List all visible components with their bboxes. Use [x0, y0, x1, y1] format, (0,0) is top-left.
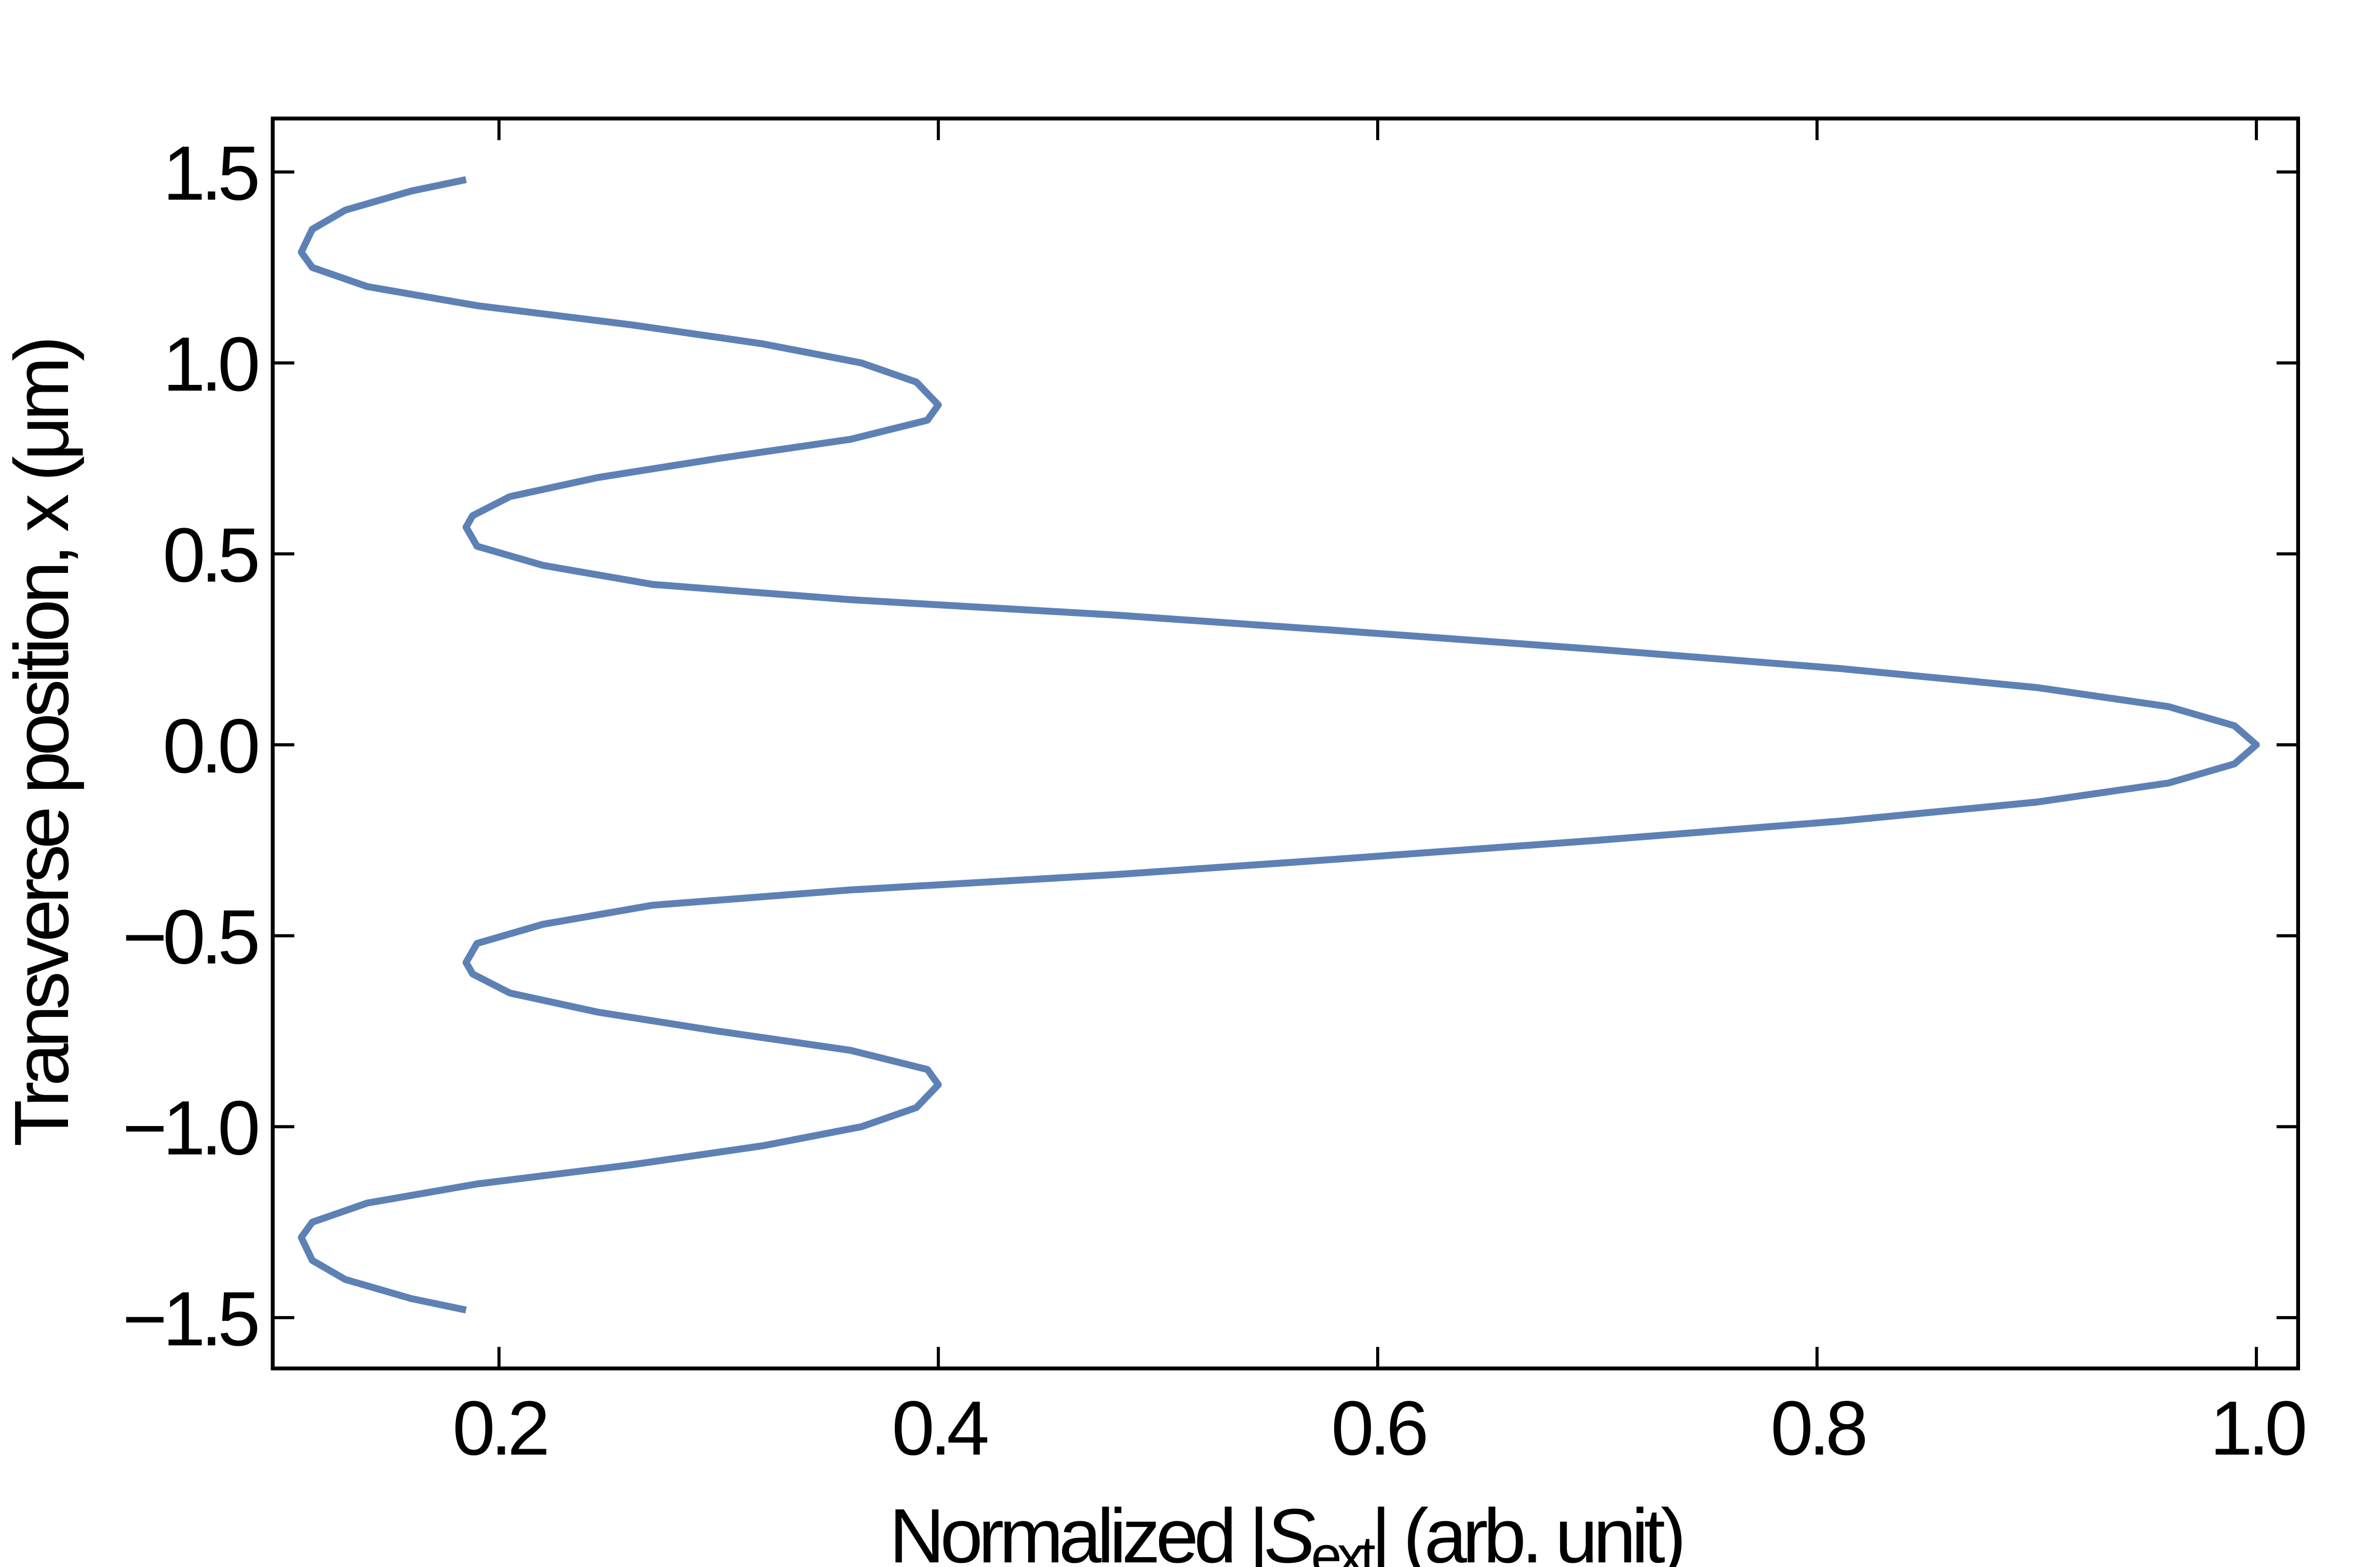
- x-label-subscript: ext: [1311, 1524, 1375, 1567]
- y-tick-label: −1.0: [123, 1086, 258, 1171]
- x-tick-label: 0.8: [1770, 1386, 1865, 1471]
- y-tick-label: −1.5: [123, 1276, 258, 1362]
- y-axis-label: Transverse position, x (μm): [0, 340, 85, 1147]
- plot-frame: [271, 116, 2301, 1371]
- x-axis-label: Normalized |Sext| (arb. unit): [889, 1493, 1682, 1567]
- y-tick-label: 1.5: [163, 130, 258, 216]
- y-tick-label: 1.0: [163, 322, 258, 407]
- x-tick-label: 0.6: [1331, 1386, 1426, 1471]
- x-label-text: Normalized |: [889, 1493, 1264, 1567]
- x-label-text: | (arb. unit): [1371, 1493, 1682, 1567]
- x-tick-label: 0.4: [892, 1386, 988, 1471]
- x-tick-label: 1.0: [2210, 1386, 2305, 1471]
- y-tick-label: −0.5: [123, 894, 258, 980]
- y-tick-label: 0.5: [163, 513, 258, 598]
- x-label-symbol: S: [1265, 1493, 1315, 1567]
- y-tick-label: 0.0: [163, 703, 258, 789]
- x-tick-label: 0.2: [452, 1386, 546, 1471]
- data-line: [298, 176, 2260, 1314]
